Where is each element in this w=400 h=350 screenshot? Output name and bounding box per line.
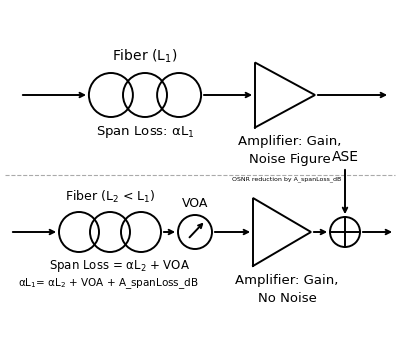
Text: ASE: ASE bbox=[332, 150, 358, 164]
Text: Amplifier: Gain,
Noise Figure: Amplifier: Gain, Noise Figure bbox=[238, 135, 342, 167]
Text: Fiber (L$_2$ < L$_1$): Fiber (L$_2$ < L$_1$) bbox=[65, 189, 155, 205]
Text: Span Loss = αL$_2$ + VOA: Span Loss = αL$_2$ + VOA bbox=[50, 258, 190, 274]
Text: Span Loss: αL$_1$: Span Loss: αL$_1$ bbox=[96, 124, 194, 140]
Text: OSNR reduction by A_spanLoss_dB: OSNR reduction by A_spanLoss_dB bbox=[232, 176, 341, 182]
Text: VOA: VOA bbox=[182, 197, 208, 210]
Text: Fiber (L$_1$): Fiber (L$_1$) bbox=[112, 48, 178, 65]
Text: αL$_1$= αL$_2$ + VOA + A_spanLoss_dB: αL$_1$= αL$_2$ + VOA + A_spanLoss_dB bbox=[18, 276, 198, 291]
Text: Amplifier: Gain,
No Noise: Amplifier: Gain, No Noise bbox=[235, 274, 339, 305]
